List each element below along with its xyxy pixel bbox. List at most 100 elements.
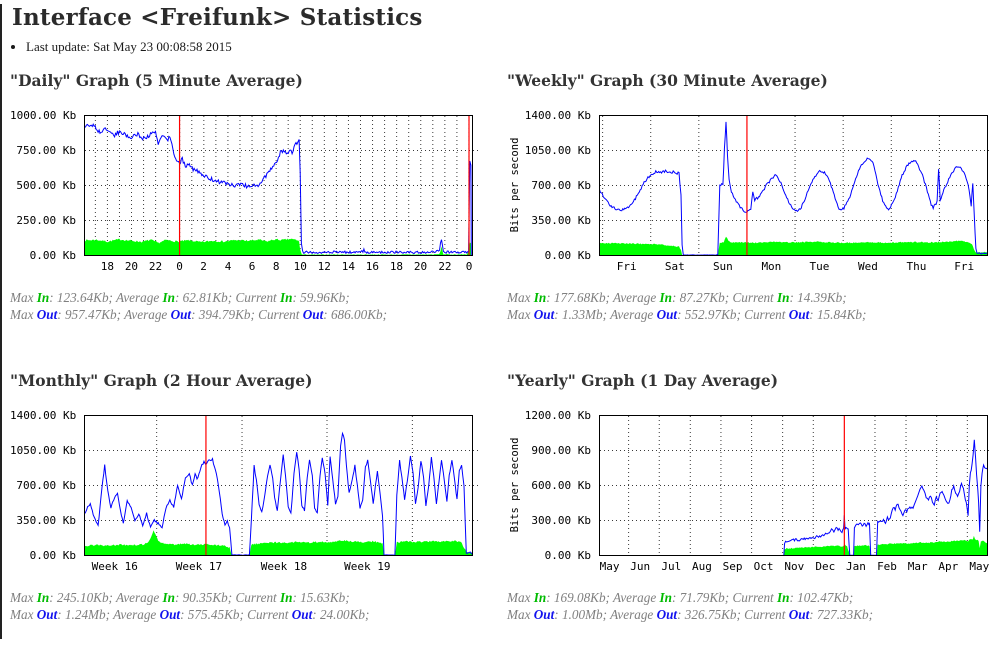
out-label: Out [36,606,58,622]
stats-text: Max [507,606,534,622]
y-tick-label: 1200.00 Kb [524,409,591,422]
in-label: In [280,290,293,305]
last-update: Last update: Sat May 23 00:08:58 2015 [26,39,990,55]
x-tick-label: 16 [365,260,380,273]
stats-text: : 727.33Kb; [809,606,874,622]
y-tick-label: 350.00 Kb [531,214,591,227]
out-label: Out [656,606,678,622]
stats-text: Current [247,606,292,622]
graph-canvas-monthly [84,414,480,558]
stats-text: Average [613,590,660,605]
x-tick-label: Feb [877,560,897,573]
y-tick-label: 350.00 Kb [16,514,76,527]
x-tick-label: May [599,560,620,573]
x-tick-label: 8 [272,260,280,273]
graph-canvas-daily [84,114,480,258]
graph-title-yearly: "Yearly" Graph (1 Day Average) [507,371,779,390]
x-tick-label: 22 [148,260,163,273]
stats-text: : 394.79Kb; [191,306,259,322]
x-tick-label: Jul [661,560,682,573]
graph-title-daily: "Daily" Graph (5 Minute Average) [10,71,303,90]
in-label: In [280,590,293,605]
stats-text: : 177.68Kb; [546,290,613,305]
stats-text: : 1.24Mb; [57,606,114,622]
x-tick-label: Week 19 [344,560,391,573]
x-tick-label: Sat [664,260,685,273]
stats-text: Max [10,590,37,605]
x-tick-label: Nov [784,560,805,573]
graph-section-monthly: "Monthly" Graph (2 Hour Average) 0.00 Kb… [2,357,499,657]
y-tick-label: 0.00 Kb [544,549,591,562]
traffic-stats: Max In: 169.08Kb; Average In: 71.79Kb; C… [507,590,990,623]
stats-text: Current [732,290,778,305]
stats-text: Current [235,290,281,305]
graph-title-weekly: "Weekly" Graph (30 Minute Average) [507,71,828,90]
stats-text: : 169.08Kb; [546,590,613,605]
stats-text: : 575.45Kb; [180,606,248,622]
traffic-stats: Max In: 245.10Kb; Average In: 90.35Kb; C… [10,590,499,623]
stats-text: : 957.47Kb; [57,306,125,322]
stats-out-line: Max Out: 957.47Kb; Average Out: 394.79Kb… [10,307,499,324]
x-tick-label: Tue [809,260,830,273]
stats-text: Average [610,606,657,622]
stats-text: : 102.47Kb; [789,590,854,605]
stats-text: : 15.63Kb; [292,590,350,605]
y-tick-label: 1050.00 Kb [524,144,591,157]
graphs-grid: "Daily" Graph (5 Minute Average) 0.00 Kb… [2,57,990,657]
stats-text: Average [610,306,657,322]
out-label: Out [36,306,58,322]
stats-in-line: Max In: 123.64Kb; Average In: 62.81Kb; C… [10,290,499,307]
out-label: Out [533,306,555,322]
x-tick-label: 20 [413,260,428,273]
stats-text: Average [113,606,160,622]
stats-text: Average [124,306,171,322]
x-tick-label: 10 [293,260,307,273]
graph-section-daily: "Daily" Graph (5 Minute Average) 0.00 Kb… [2,57,499,357]
x-tick-label: Mon [761,260,782,273]
graph-block: Bits per second 0.00 Kb 350.00 Kb 700.00 K… [507,109,990,276]
stats-text: : 59.96Kb; [292,290,350,305]
x-tick-label: Jan [846,560,866,573]
out-label: Out [788,606,810,622]
x-tick-label: 2 [200,260,207,273]
graph-block: 0.00 Kb 250.00 Kb 500.00 Kb 750.00 Kb 1000.0… [10,109,499,276]
stats-text: Current [258,306,303,322]
x-tick-label: Wed [858,260,878,273]
y-tick-label: 250.00 Kb [16,214,76,227]
x-tick-label: Week 18 [260,560,308,573]
stats-text: Current [235,590,281,605]
x-tick-label: 0 [176,260,183,273]
stats-in-line: Max In: 177.68Kb; Average In: 87.27Kb; C… [507,290,990,307]
traffic-stats: Max In: 123.64Kb; Average In: 62.81Kb; C… [10,290,499,323]
in-label: In [533,290,547,305]
out-label: Out [533,606,555,622]
stats-text: : 686.00Kb; [323,306,388,322]
y-tick-label: 300.00 Kb [531,514,591,527]
y-tick-label: 600.00 Kb [531,479,591,492]
in-label: In [162,590,175,605]
in-label: In [162,290,175,305]
graph-title-monthly: "Monthly" Graph (2 Hour Average) [10,371,313,390]
x-tick-label: 6 [248,260,256,273]
stats-text: Max [10,606,37,622]
y-tick-label: 750.00 Kb [16,144,76,157]
stats-text: : 1.00Mb; [554,606,611,622]
stats-text: Max [507,306,534,322]
stats-text: : 15.84Kb; [809,306,867,322]
x-tick-label: 4 [224,260,232,273]
y-tick-label: 0.00 Kb [544,249,591,262]
y-tick-label: 1000.00 Kb [10,109,77,122]
out-label: Out [302,306,324,322]
stats-in-line: Max In: 245.10Kb; Average In: 90.35Kb; C… [10,590,499,607]
stats-text: Max [10,306,37,322]
x-tick-label: 12 [317,260,331,273]
x-tick-label: Oct [753,560,774,573]
stats-out-line: Max Out: 1.00Mb; Average Out: 326.75Kb; … [507,607,990,624]
x-tick-label: May [969,560,990,573]
stats-text: Max [507,290,534,305]
in-label: In [659,290,672,305]
out-label: Out [788,306,810,322]
stats-text: : 1.33Mb; [554,306,611,322]
out-label: Out [656,306,678,322]
graph-canvas-yearly [599,414,990,558]
